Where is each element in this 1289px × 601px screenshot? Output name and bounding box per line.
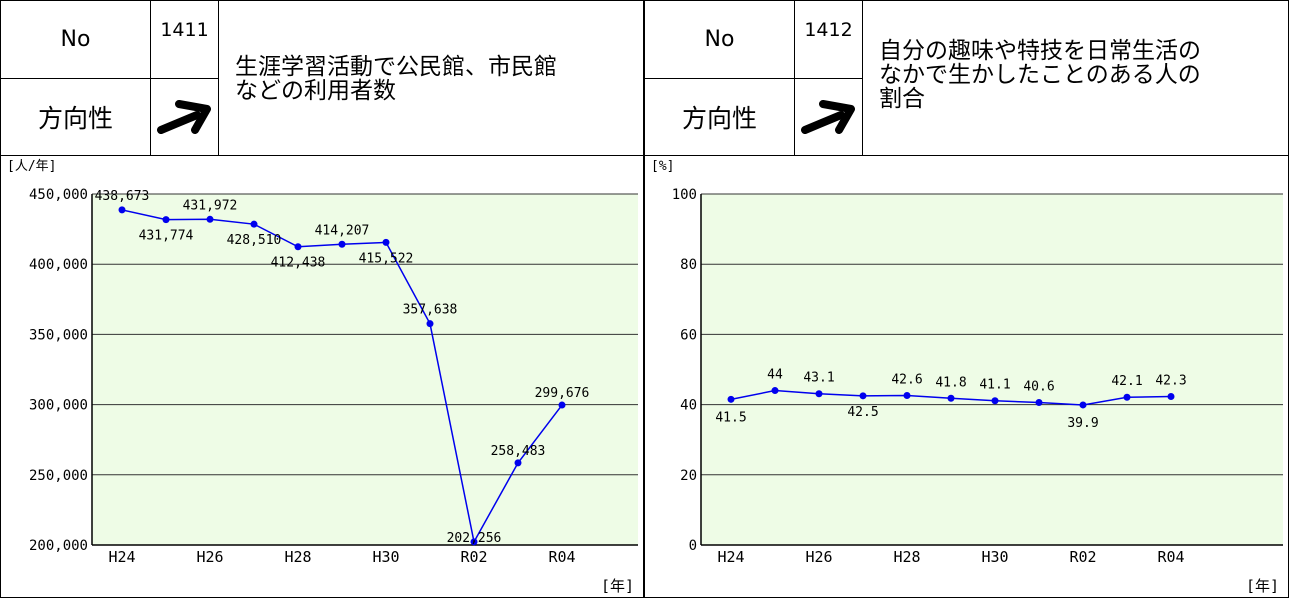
data-label: 357,638: [403, 303, 458, 318]
chart-users: [人/年] 200,000 250,000 300,000 350,000 400,000…: [1, 156, 643, 599]
x-unit-label: [年]: [1246, 577, 1279, 595]
indicator-header: No 1412 方向性 自分の趣味や特技を日常生活の なかで生かしたことのある人…: [645, 1, 1288, 156]
up-right-arrow-icon: [156, 100, 211, 134]
data-label: 43.1: [803, 371, 834, 386]
x-tick-label: R02: [1069, 548, 1096, 566]
y-tick-label: 250,000: [29, 468, 88, 484]
data-label: 39.9: [1067, 416, 1098, 431]
data-label: 41.8: [935, 375, 966, 390]
x-tick-label: H28: [893, 548, 920, 566]
data-label: 431,972: [183, 198, 238, 213]
y-tick-label: 80: [680, 257, 697, 273]
indicator-title: 自分の趣味や特技を日常生活の なかで生かしたことのある人の 割合: [879, 38, 1201, 112]
data-point: [1035, 398, 1043, 406]
y-tick-label: 200,000: [29, 538, 88, 554]
x-tick-label: H30: [372, 548, 399, 566]
no-label: No: [645, 1, 795, 79]
x-tick-label: R02: [460, 548, 487, 566]
y-tick-label: 400,000: [29, 257, 88, 273]
chart-svg: [人/年] 200,000 250,000 300,000 350,000 400,000…: [7, 159, 638, 595]
data-label: 202,256: [447, 531, 502, 546]
data-point: [558, 401, 566, 409]
data-point: [1167, 393, 1175, 401]
data-label: 412,438: [271, 256, 326, 271]
data-point: [426, 320, 434, 328]
plot-area: [92, 194, 638, 545]
x-tick-label: H26: [805, 548, 832, 566]
data-label: 40.6: [1023, 379, 1054, 394]
indicator-header: No 1411 方向性 生涯学習活動で公民館、市民館 などの利用者数: [1, 1, 643, 156]
indicator-title-cell: 生涯学習活動で公民館、市民館 などの利用者数: [219, 1, 643, 156]
y-tick-label: 60: [680, 327, 697, 343]
y-unit-label: [人/年]: [7, 159, 56, 174]
indicator-title-cell: 自分の趣味や特技を日常生活の なかで生かしたことのある人の 割合: [863, 1, 1288, 156]
data-point: [815, 390, 823, 398]
data-point: [771, 387, 779, 395]
data-label: 258,483: [491, 444, 546, 459]
y-tick-label: 450,000: [29, 187, 88, 203]
y-tick-label: 40: [680, 398, 697, 414]
y-tick-label: 100: [672, 187, 697, 203]
up-right-arrow-icon: [800, 100, 855, 134]
direction-label: 方向性: [1, 79, 151, 156]
data-point: [903, 391, 911, 399]
direction-label: 方向性: [645, 79, 795, 156]
data-label: 414,207: [315, 223, 370, 238]
data-point: [470, 538, 478, 546]
data-point: [118, 206, 126, 214]
data-label: 44: [767, 368, 783, 383]
data-point: [338, 240, 346, 248]
indicator-panel-1411: No 1411 方向性 生涯学習活動で公民館、市民館 などの利用者数 [人/年]…: [0, 0, 644, 598]
data-point: [514, 459, 522, 467]
data-point: [947, 394, 955, 402]
data-point: [294, 243, 302, 251]
no-label: No: [1, 1, 151, 79]
y-tick-label: 0: [689, 538, 697, 554]
data-label: 42.6: [891, 372, 922, 387]
data-label: 42.1: [1111, 374, 1142, 389]
x-tick-label: H24: [108, 548, 135, 566]
data-label: 42.3: [1155, 374, 1186, 389]
data-label: 41.1: [979, 378, 1010, 393]
data-point: [206, 215, 214, 223]
data-label: 415,522: [359, 251, 414, 266]
indicator-number: 1411: [151, 1, 219, 79]
plot-area: [701, 194, 1283, 545]
direction-arrow-cell: [151, 79, 219, 156]
data-point: [162, 216, 170, 224]
data-label: 431,774: [139, 229, 194, 244]
direction-arrow-cell: [795, 79, 863, 156]
y-tick-label: 20: [680, 468, 697, 484]
y-tick-label: 300,000: [29, 398, 88, 414]
x-tick-label: H24: [717, 548, 744, 566]
data-point: [250, 220, 258, 228]
data-label: 41.5: [715, 410, 746, 425]
data-label: 299,676: [535, 386, 590, 401]
data-point: [859, 392, 867, 400]
data-label: 438,673: [95, 189, 150, 204]
data-point: [1123, 393, 1131, 401]
x-tick-label: R04: [548, 548, 575, 566]
indicator-number: 1412: [795, 1, 863, 79]
data-label: 428,510: [227, 233, 282, 248]
chart-ratio: [%] 0 20 40 60 80 100 H24 H26 H28 H30 R02 R04 [年] 41.5…: [645, 156, 1288, 599]
indicator-panel-1412: No 1412 方向性 自分の趣味や特技を日常生活の なかで生かしたことのある人…: [644, 0, 1289, 598]
y-tick-label: 350,000: [29, 327, 88, 343]
data-point: [991, 397, 999, 405]
data-point: [382, 238, 390, 246]
data-point: [1079, 401, 1087, 409]
chart-svg: [%] 0 20 40 60 80 100 H24 H26 H28 H30 R02 R04 [年] 41.5…: [651, 159, 1283, 595]
data-point: [727, 395, 735, 403]
data-label: 42.5: [847, 405, 878, 420]
x-tick-label: H28: [284, 548, 311, 566]
y-unit-label: [%]: [651, 159, 674, 174]
x-tick-label: R04: [1157, 548, 1184, 566]
x-tick-label: H30: [981, 548, 1008, 566]
x-unit-label: [年]: [601, 577, 634, 595]
x-tick-label: H26: [196, 548, 223, 566]
indicator-title: 生涯学習活動で公民館、市民館 などの利用者数: [235, 54, 557, 104]
